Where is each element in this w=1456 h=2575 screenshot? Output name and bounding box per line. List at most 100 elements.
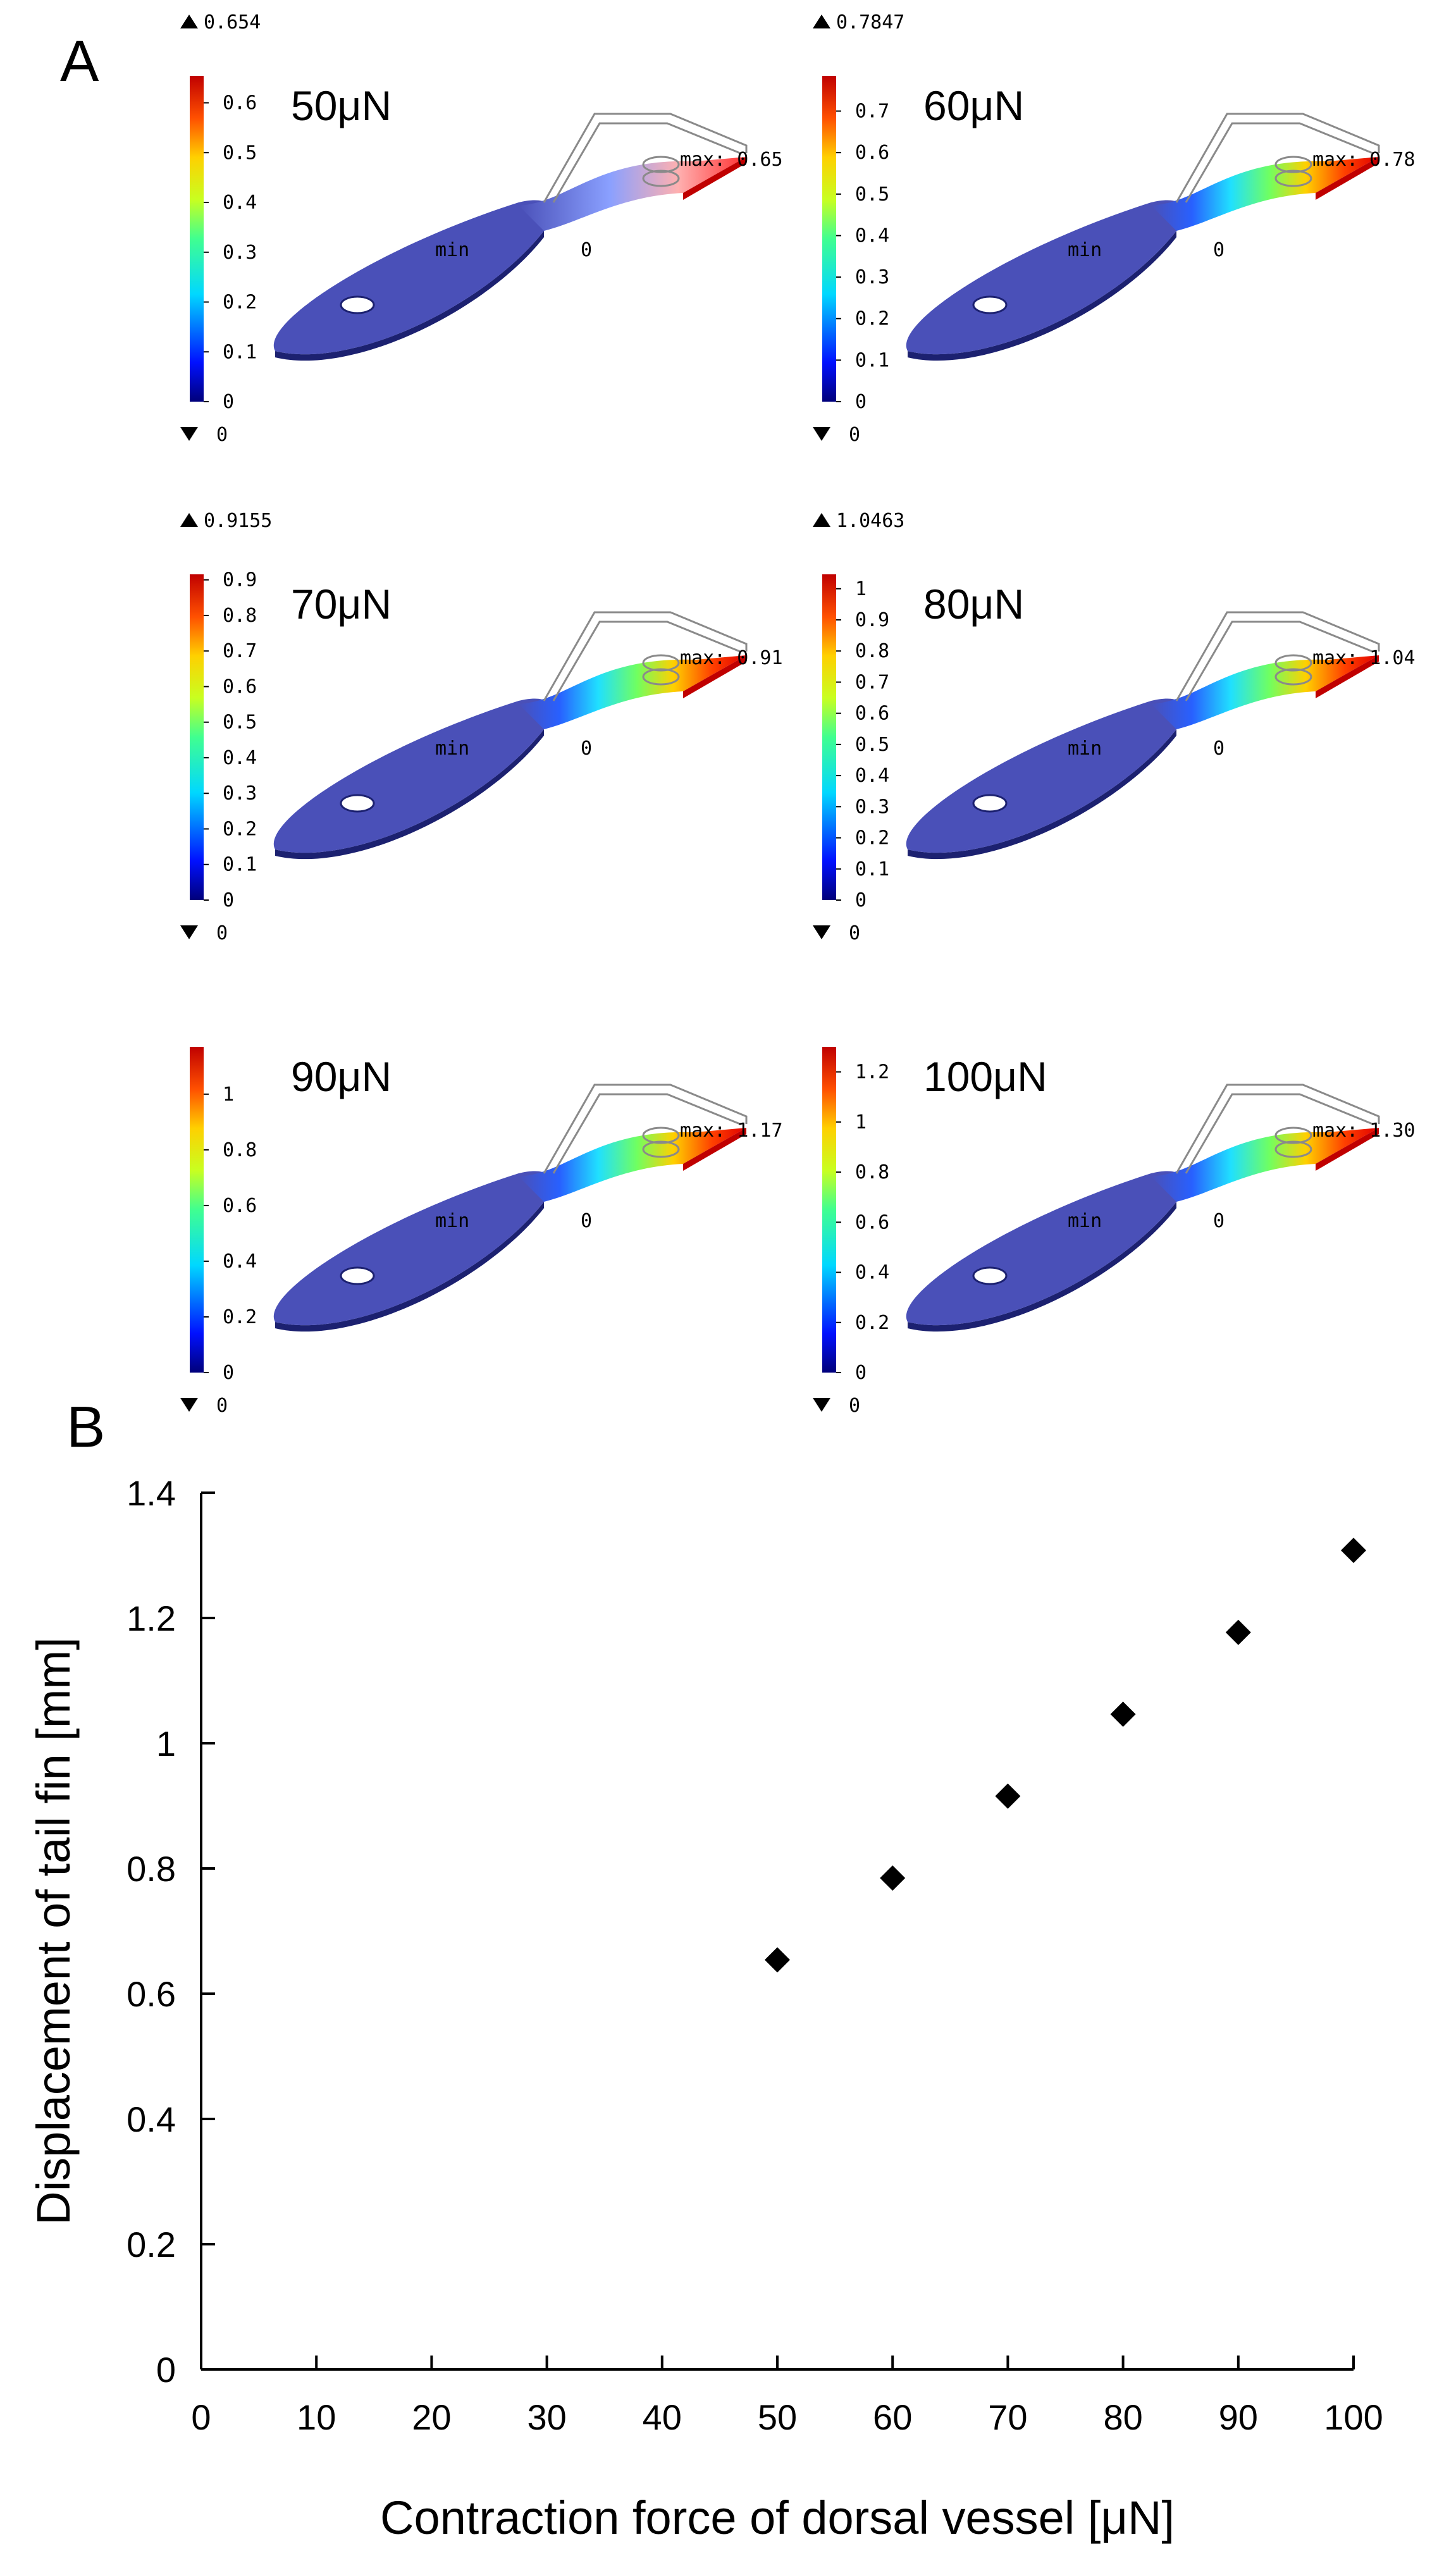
undeformed-outline — [1175, 611, 1380, 701]
max-label: max: 1.30 — [1312, 1120, 1416, 1142]
colorbar-tick-label: 0.5 — [223, 142, 257, 164]
colorbar-tick-label: 0.2 — [223, 1306, 257, 1328]
tail-fin-edge — [683, 157, 746, 200]
fin-edge — [908, 231, 1176, 361]
colorbar-tick-label: 1 — [223, 1084, 234, 1106]
down-triangle-icon — [180, 427, 198, 441]
min-label: min — [1068, 738, 1102, 760]
colorbar-tick-label: 0.4 — [855, 225, 889, 247]
x-tick-label: 10 — [297, 2397, 336, 2437]
y-tick-label: 0.2 — [126, 2225, 176, 2264]
down-triangle-icon — [813, 1398, 830, 1412]
force-label: 100μN — [923, 1053, 1047, 1100]
colorbar — [822, 76, 836, 402]
colorbar-tick-label: 0 — [855, 1362, 867, 1384]
x-tick-label: 100 — [1324, 2397, 1383, 2437]
fin-hole — [340, 295, 375, 314]
fin-hole — [972, 295, 1008, 314]
force-label: 90μN — [291, 1053, 392, 1100]
sim-panel: 1 0.8 0.6 0.4 0.2 0 0 90μN max: 1.17 min 0 — [180, 1047, 783, 1417]
undeformed-outline — [543, 113, 748, 203]
min-label: min — [435, 1210, 469, 1232]
colorbar-tick-label: 0.7 — [223, 640, 257, 662]
colorbar-max-label: 0.9155 — [204, 510, 272, 532]
sim-panel: 0.654 0.6 0.5 0.4 0.3 0.2 0.1 0 0 50μN max: 0.65 mi… — [180, 11, 783, 446]
pivot-ring — [1274, 156, 1312, 173]
down-triangle-icon — [813, 427, 830, 441]
colorbar-tick-label: 0 — [223, 889, 234, 911]
colorbar-tick-label: 0.1 — [223, 854, 257, 876]
max-label: max: 1.04 — [1312, 647, 1416, 669]
x-axis-title: Contraction force of dorsal vessel [μN] — [380, 2492, 1175, 2544]
colorbar-tick-label: 0.6 — [855, 703, 889, 725]
min-value: 0 — [1213, 1210, 1225, 1232]
panel-a-figure: A 0.654 0.6 0.5 0.4 0.3 0.2 0.1 0 0 50μN max: 0.65… — [60, 11, 1416, 1417]
undeformed-outline — [543, 1084, 748, 1174]
sim-panel: 0.7847 0.7 0.6 0.5 0.4 0.3 0.2 0.1 0 0 60μN max: 0.… — [813, 11, 1416, 446]
colorbar-tick-label: 0.3 — [223, 782, 257, 805]
colorbar-min-label: 0 — [216, 922, 228, 944]
undeformed-outline — [1175, 113, 1380, 203]
fin-body — [906, 1171, 1185, 1326]
colorbar-tick-label: 0.1 — [855, 349, 889, 371]
tail-fin — [1151, 655, 1379, 729]
fin-edge — [275, 1202, 544, 1332]
tail-fin — [519, 655, 746, 729]
x-tick-label: 90 — [1219, 2397, 1258, 2437]
colorbar-tick-label: 0.6 — [855, 1211, 889, 1233]
min-value: 0 — [581, 1210, 592, 1232]
up-triangle-icon — [813, 15, 830, 28]
y-axis-title: Displacement of tail fin [mm] — [27, 1637, 80, 2225]
colorbar-min-label: 0 — [849, 424, 860, 446]
tail-fin-edge — [1316, 1128, 1379, 1171]
x-tick-label: 70 — [988, 2397, 1027, 2437]
colorbar-tick-label: 0.6 — [223, 676, 257, 698]
data-point — [880, 1865, 906, 1891]
colorbar-tick-label: 0.6 — [223, 1195, 257, 1217]
min-label: min — [1068, 239, 1102, 261]
min-value: 0 — [581, 738, 592, 760]
colorbar — [822, 1047, 836, 1373]
up-triangle-icon — [813, 513, 830, 527]
tail-fin — [519, 1128, 746, 1202]
colorbar-tick-label: 0.4 — [223, 192, 257, 214]
data-point — [995, 1783, 1021, 1809]
colorbar-tick-label: 0.8 — [855, 640, 889, 662]
max-label: max: 0.78 — [1312, 149, 1416, 171]
min-label: min — [435, 738, 469, 760]
undeformed-outline — [543, 611, 748, 701]
pivot-ring — [642, 654, 680, 672]
colorbar-tick-label: 0.8 — [855, 1161, 889, 1183]
force-label: 70μN — [291, 581, 392, 627]
undeformed-outline — [1175, 1084, 1380, 1174]
colorbar-tick-label: 0.2 — [855, 827, 889, 849]
colorbar-tick-label: 0.2 — [223, 818, 257, 840]
colorbar-tick-label: 0 — [223, 1362, 234, 1384]
tail-fin-edge — [1316, 655, 1379, 698]
fin-hole — [340, 794, 375, 813]
colorbar-max-label: 0.7847 — [836, 11, 904, 34]
tail-fin — [1151, 157, 1379, 231]
colorbar-max-label: 0.654 — [204, 11, 261, 34]
x-tick-label: 0 — [191, 2397, 211, 2437]
colorbar-tick-label: 0.7 — [855, 101, 889, 123]
x-tick-label: 80 — [1103, 2397, 1142, 2437]
pivot-ring — [642, 1140, 680, 1158]
pivot-ring — [1274, 170, 1312, 187]
max-label: max: 0.65 — [680, 149, 783, 171]
sim-panel: 1.0463 1 0.9 0.8 0.7 0.6 0.5 0.4 0.3 0.2 0.1 0 0 80μN… — [813, 510, 1416, 944]
x-tick-label: 20 — [412, 2397, 451, 2437]
x-tick-label: 50 — [758, 2397, 797, 2437]
tail-fin-edge — [683, 655, 746, 698]
fin-hole — [972, 1266, 1008, 1285]
pivot-ring — [642, 1127, 680, 1144]
colorbar-tick-label: 0.1 — [855, 858, 889, 880]
colorbar-tick-label: 0.5 — [223, 712, 257, 734]
min-value: 0 — [581, 239, 592, 261]
fin-body — [906, 200, 1185, 355]
fin-body — [273, 200, 552, 355]
fin-edge — [908, 729, 1176, 860]
colorbar — [190, 76, 204, 402]
max-label: max: 0.91 — [680, 647, 783, 669]
force-label: 50μN — [291, 82, 392, 129]
